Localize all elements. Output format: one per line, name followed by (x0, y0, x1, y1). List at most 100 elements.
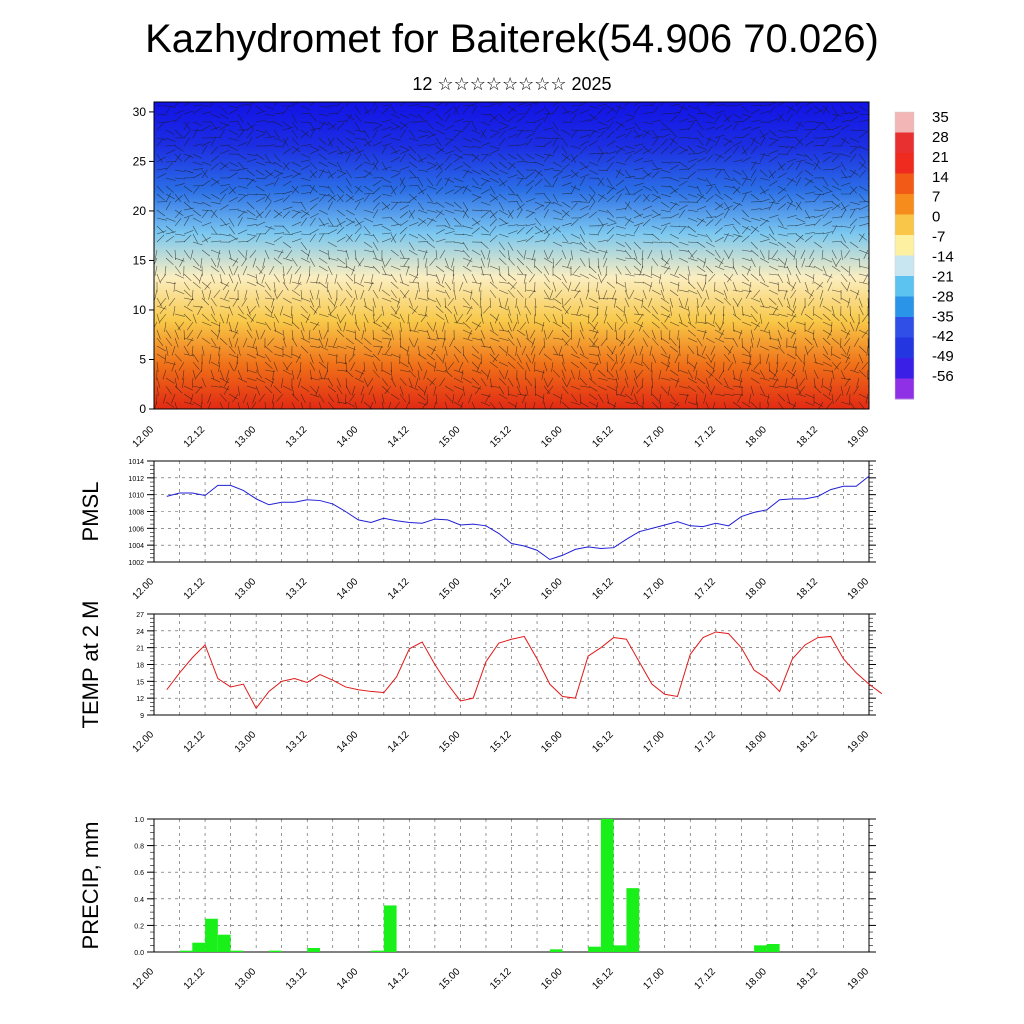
wind-barb (793, 297, 797, 308)
wind-barb (651, 289, 661, 295)
precip-bar (766, 944, 780, 952)
wind-barb (822, 305, 832, 312)
wind-barb (417, 401, 428, 406)
wind-barb (417, 105, 428, 108)
wind-barb (183, 137, 191, 147)
wind-barb (579, 345, 585, 356)
wind-barb (255, 281, 265, 288)
wind-barb (507, 313, 513, 324)
wind-barb (480, 345, 491, 348)
wind-barb (260, 329, 266, 340)
wind-barb (414, 337, 419, 348)
wind-barb (525, 226, 534, 235)
wind-barb (345, 113, 353, 123)
wind-barb (855, 289, 860, 300)
wind-barb (233, 265, 239, 276)
wind-barb (587, 313, 590, 324)
wind-barb (291, 257, 298, 267)
wind-barb (759, 153, 770, 157)
wind-barb (561, 222, 572, 227)
colorbar-label: -35 (932, 308, 954, 325)
wind-barb (363, 401, 372, 409)
wind-barb (768, 361, 771, 372)
wind-barb (525, 265, 533, 274)
wind-barb (750, 297, 761, 303)
wind-barb (849, 321, 855, 332)
wind-barb (200, 257, 203, 268)
wind-barb (442, 353, 446, 364)
wind-barb (192, 233, 198, 243)
wind-barb (336, 106, 344, 115)
wind-barb (592, 337, 599, 347)
wind-barb (417, 233, 427, 241)
wind-barb (705, 401, 710, 409)
wind-barb (336, 257, 346, 265)
wind-barb (381, 119, 392, 123)
wind-barb (489, 329, 499, 336)
wind-barb (624, 201, 632, 210)
wind-barb (453, 369, 464, 374)
wind-barb (363, 321, 366, 332)
wind-barb (399, 204, 409, 211)
colorbar-segment (895, 317, 914, 338)
wind-barb (156, 121, 167, 123)
wind-barb (749, 353, 752, 364)
colorbar-segment (895, 358, 914, 379)
wind-barb (759, 281, 769, 288)
wind-barb (327, 201, 334, 211)
wind-barb (345, 137, 355, 144)
wind-barb (471, 102, 479, 107)
wind-barb (849, 185, 857, 194)
wind-barb (174, 337, 179, 348)
cross-section-xtick-label: 18.12 (795, 424, 821, 450)
wind-barb (195, 369, 203, 379)
wind-barb (186, 321, 194, 331)
wind-barb (426, 165, 437, 171)
wind-barb (579, 134, 590, 139)
wind-barb (687, 217, 698, 222)
wind-barb (219, 163, 228, 171)
wind-barb (447, 361, 455, 371)
wind-barb (525, 369, 527, 380)
wind-barb (642, 104, 653, 107)
wind-barb (723, 273, 732, 281)
wind-barb (177, 321, 185, 330)
wind-barb (822, 121, 830, 130)
wind-barb (564, 305, 572, 315)
wind-barb (732, 145, 740, 155)
wind-barb (336, 345, 347, 350)
wind-barb (156, 361, 159, 372)
wind-barb (498, 377, 507, 386)
wind-barb (246, 329, 253, 339)
cross-section-xtick-label: 14.12 (386, 424, 412, 450)
wind-barb (489, 337, 500, 342)
wind-barb (777, 113, 784, 123)
wind-barb (516, 249, 524, 258)
wind-barb (766, 353, 770, 364)
wind-barb (543, 193, 551, 202)
wind-barb (552, 281, 557, 292)
wind-barb (678, 105, 684, 115)
wind-barb (435, 249, 438, 260)
wind-barb (620, 345, 626, 355)
wind-barb (174, 177, 185, 180)
cross-section-field (154, 102, 869, 409)
wind-barb (786, 265, 792, 276)
wind-barb (651, 233, 660, 241)
wind-barb (480, 177, 491, 183)
wind-barb (507, 162, 516, 171)
wind-barb (237, 141, 248, 147)
wind-barb (510, 281, 518, 290)
wind-barb (219, 313, 225, 324)
wind-barb (174, 195, 183, 203)
wind-barb (696, 157, 707, 163)
wind-barb (705, 113, 715, 120)
wind-barb (282, 353, 293, 359)
wind-barb (270, 377, 275, 388)
cross-section-ytick-label: 30 (133, 105, 147, 119)
wind-barb (606, 281, 615, 289)
wind-barb (372, 177, 384, 179)
wind-barb (192, 289, 194, 300)
wind-barb (213, 289, 221, 298)
wind-barb (462, 249, 470, 258)
